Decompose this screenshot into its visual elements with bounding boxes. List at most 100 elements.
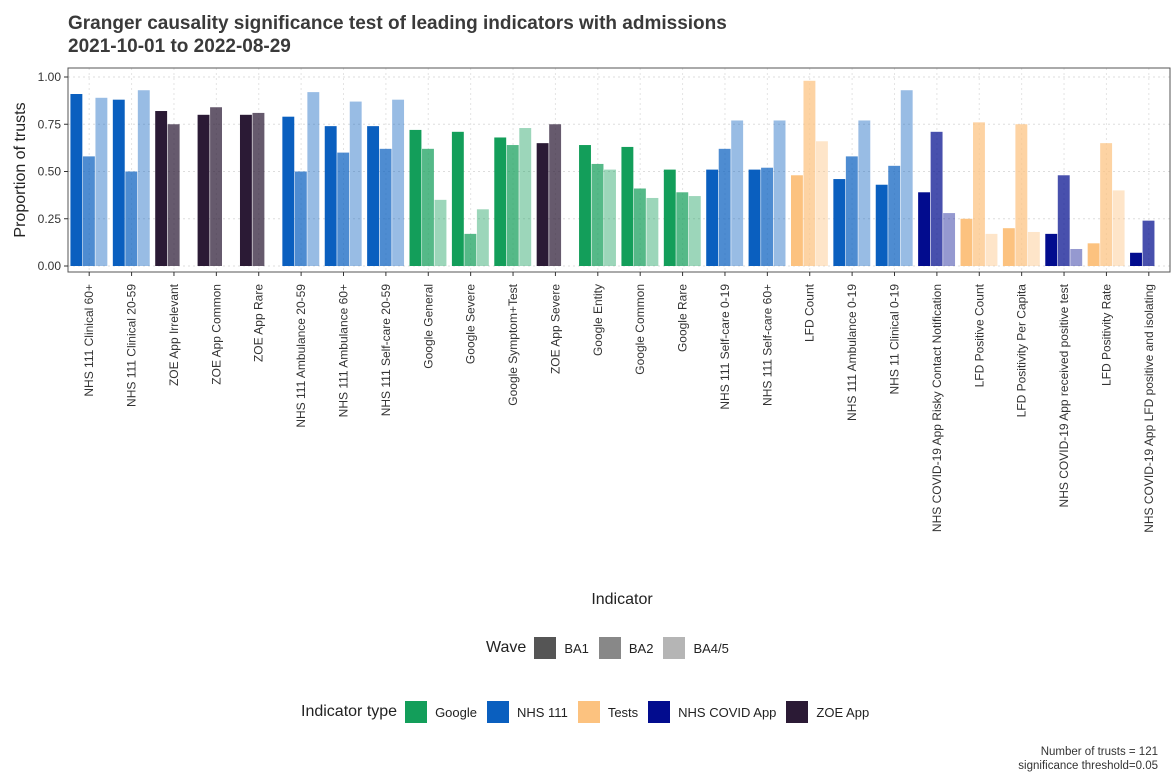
plot-panel-border <box>67 67 1171 273</box>
wave-legend-title: Wave <box>486 639 527 656</box>
x-tick-label: NHS 11 Clinical 0-19 <box>888 284 902 395</box>
bar <box>1002 228 1015 266</box>
legend-label-tests: Tests <box>607 704 639 720</box>
x-tick-label: NHS 111 Self-care 20-59 <box>379 284 393 417</box>
x-tick-label: ZOE App Rare <box>252 284 266 362</box>
bar <box>845 156 858 266</box>
bar <box>252 112 265 266</box>
legend-label-nhs-covid-app: NHS COVID App <box>678 704 777 720</box>
x-tick-label: Google Entity <box>591 284 605 356</box>
bar <box>464 233 477 266</box>
bar <box>549 124 562 266</box>
bar <box>1027 231 1040 266</box>
x-tick-label: NHS COVID-19 App Risky Contact Notificat… <box>930 284 944 532</box>
bar <box>790 175 803 266</box>
x-axis-label: Indicator <box>591 591 653 608</box>
legend-swatch-nhs-covid-app <box>648 701 671 723</box>
x-tick-label: NHS 111 Ambulance 60+ <box>337 284 351 417</box>
bar <box>294 171 307 266</box>
x-tick-label: NHS COVID-19 App LFD positive and isolat… <box>1142 284 1156 533</box>
bar <box>155 111 168 267</box>
bar <box>282 116 295 266</box>
x-tick-label: Google General <box>421 284 435 369</box>
legend-swatch-ba2 <box>598 637 621 659</box>
y-tick-label: 0.50 <box>38 165 62 179</box>
x-tick-label: Google Symptom+Test <box>506 283 520 405</box>
bar <box>943 213 956 266</box>
bar <box>718 148 731 266</box>
bar <box>82 156 95 266</box>
legend-label-ba2: BA2 <box>628 640 654 656</box>
legend-item-tests: Tests <box>577 701 639 723</box>
y-tick-label: 1.00 <box>38 70 62 84</box>
bar <box>918 192 931 266</box>
legend-label-ba45: BA4/5 <box>693 640 729 656</box>
bar-chart: 0.00 0.25 0.50 0.75 1.00 NHS 111 Clinical 60… <box>12 67 1171 608</box>
bar <box>95 97 108 266</box>
bar <box>349 101 362 266</box>
x-tick-label: LFD Positivity Rate <box>1099 284 1113 386</box>
bar <box>1057 175 1070 266</box>
bar <box>167 124 180 266</box>
bar <box>137 90 150 266</box>
bar <box>112 99 125 267</box>
bar <box>367 126 380 266</box>
bar <box>1130 252 1142 266</box>
x-tick-label: Google Severe <box>464 284 478 364</box>
indicator-type-legend: Indicator type Google NHS 111 Tests NHS … <box>301 701 879 723</box>
bar <box>973 122 985 266</box>
legend-item-nhs-covid-app: NHS COVID App <box>648 701 776 723</box>
bar <box>604 169 616 266</box>
bar <box>1112 190 1125 266</box>
y-tick-label: 0.00 <box>38 259 62 273</box>
bar <box>803 80 816 266</box>
bar <box>1045 233 1058 266</box>
bar <box>706 169 719 266</box>
bar <box>337 152 350 266</box>
bar <box>875 184 888 266</box>
bar <box>392 99 405 267</box>
chart-caption: Number of trusts = 121 significance thre… <box>1018 745 1158 773</box>
bar <box>663 169 676 266</box>
bar <box>197 114 210 266</box>
bar <box>888 165 901 266</box>
bar <box>324 126 337 266</box>
legend-label-ba1: BA1 <box>564 640 589 656</box>
bar <box>1015 124 1028 266</box>
bar <box>815 141 828 266</box>
y-axis: 0.00 0.25 0.50 0.75 1.00 <box>38 70 68 273</box>
bar <box>633 188 646 266</box>
bar <box>773 120 786 266</box>
legend-item-ba45: BA4/5 <box>663 637 729 659</box>
bar <box>1142 220 1155 266</box>
x-tick-label: NHS 111 Clinical 20-59 <box>125 284 139 407</box>
x-tick-label: Google Rare <box>676 284 690 352</box>
legend-item-zoe-app: ZOE App <box>786 701 869 723</box>
caption-threshold: significance threshold=0.05 <box>1018 760 1158 772</box>
legend-swatch-zoe-app <box>786 701 809 723</box>
x-tick-label: LFD Positive Count <box>972 283 986 387</box>
legend-swatch-nhs111 <box>486 701 509 723</box>
bar <box>239 114 252 266</box>
bar <box>70 94 83 266</box>
bar <box>688 196 701 266</box>
legend-item-ba2: BA2 <box>598 637 654 659</box>
legend-item-ba1: BA1 <box>534 637 589 659</box>
legend-label-nhs111: NHS 111 <box>516 704 568 720</box>
x-tick-label: NHS COVID-19 App received positive test <box>1057 283 1071 507</box>
chart-subtitle: 2021-10-01 to 2022-08-29 <box>68 36 291 57</box>
bar <box>748 169 761 266</box>
x-tick-label: ZOE App Irrelevant <box>167 283 181 386</box>
legend-item-google: Google <box>405 701 477 723</box>
bar <box>307 92 320 267</box>
x-tick-label: NHS 111 Ambulance 0-19 <box>845 284 859 421</box>
bar <box>1100 143 1113 266</box>
bar <box>1087 243 1100 266</box>
bar <box>434 199 447 266</box>
chart-title: Granger causality significance test of l… <box>68 13 727 34</box>
bar <box>646 197 659 266</box>
legend-swatch-ba45 <box>663 637 686 659</box>
x-axis: NHS 111 Clinical 60+ NHS 111 Clinical 20-… <box>82 272 1156 533</box>
bar <box>519 128 532 266</box>
bar <box>125 171 138 266</box>
